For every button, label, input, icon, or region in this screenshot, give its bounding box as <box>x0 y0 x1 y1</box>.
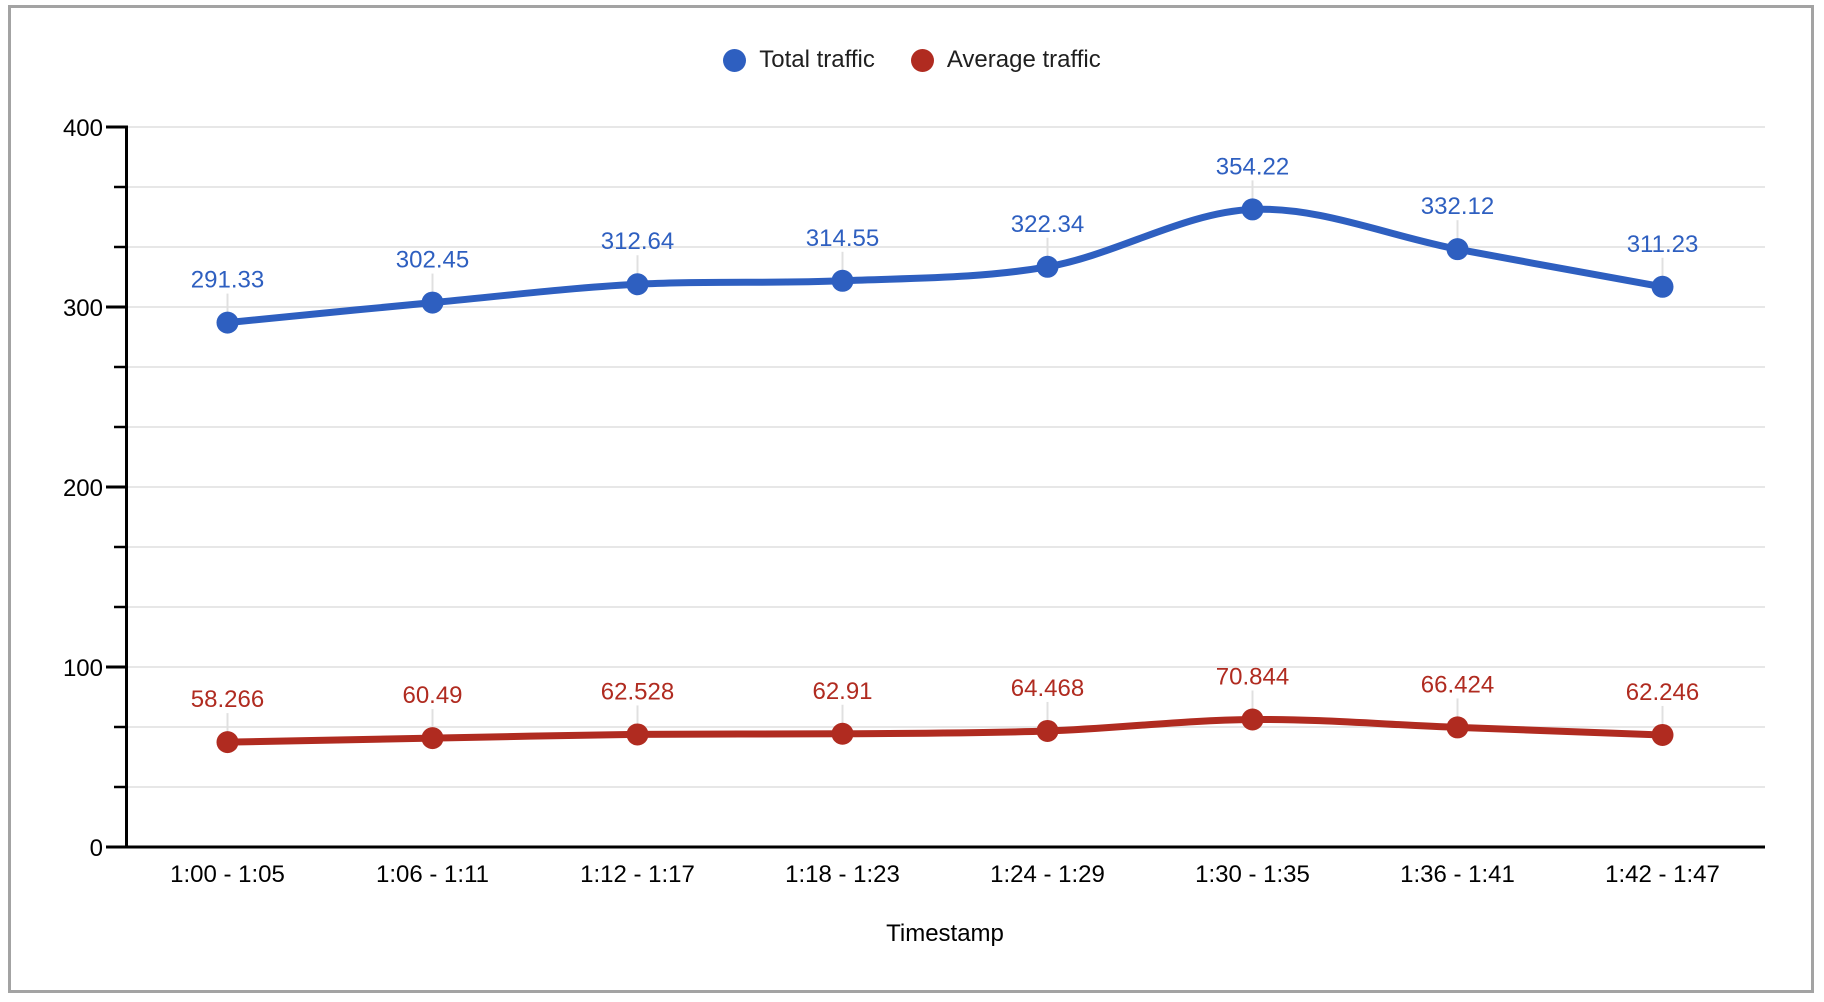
data-point-average-traffic[interactable] <box>421 727 444 750</box>
data-label-total-traffic: 311.23 <box>1627 231 1699 258</box>
legend-item-total-traffic[interactable]: Total traffic <box>723 48 875 72</box>
data-point-average-traffic[interactable] <box>831 722 854 745</box>
data-point-average-traffic[interactable] <box>626 723 649 746</box>
data-point-total-traffic[interactable] <box>1036 255 1059 278</box>
series-line-average-traffic <box>224 715 1666 746</box>
data-point-total-traffic[interactable] <box>1651 275 1674 298</box>
legend-marker-total-traffic <box>723 48 747 72</box>
y-axis-tick-label: 100 <box>63 655 103 682</box>
data-label-average-traffic: 58.266 <box>191 686 264 713</box>
y-axis-tick-label: 400 <box>63 115 103 142</box>
data-point-average-traffic[interactable] <box>1446 716 1469 739</box>
data-point-average-traffic[interactable] <box>1036 719 1059 742</box>
x-axis-tick-label: 1:18 - 1:23 <box>785 861 900 888</box>
data-label-average-traffic: 64.468 <box>1011 675 1084 702</box>
data-label-average-traffic: 60.49 <box>402 682 462 709</box>
data-label-total-traffic: 302.45 <box>396 247 469 274</box>
data-point-average-traffic[interactable] <box>1241 708 1264 731</box>
x-axis-tick-label: 1:42 - 1:47 <box>1605 861 1720 888</box>
x-axis-title: Timestamp <box>886 920 1004 947</box>
data-label-total-traffic: 354.22 <box>1216 153 1289 180</box>
x-axis-tick-label: 1:36 - 1:41 <box>1400 861 1515 888</box>
legend-marker-average-traffic <box>910 48 934 72</box>
data-point-total-traffic[interactable] <box>1241 198 1264 221</box>
x-axis-tick-label: 1:06 - 1:11 <box>376 861 489 888</box>
data-label-average-traffic: 70.844 <box>1216 663 1289 690</box>
data-label-total-traffic: 312.64 <box>601 228 674 255</box>
data-label-average-traffic: 62.528 <box>601 678 674 705</box>
data-label-average-traffic: 62.246 <box>1626 679 1699 706</box>
data-point-total-traffic[interactable] <box>216 311 239 334</box>
x-axis-tick-label: 1:00 - 1:05 <box>170 861 285 888</box>
legend-label-average-traffic: Average traffic <box>946 46 1101 73</box>
data-label-total-traffic: 314.55 <box>806 225 879 252</box>
data-label-total-traffic: 322.34 <box>1011 211 1084 238</box>
y-axis-tick-label: 300 <box>63 295 103 322</box>
data-label-average-traffic: 62.91 <box>812 678 872 705</box>
y-axis-tick-label: 200 <box>63 475 103 502</box>
x-axis-tick-label: 1:30 - 1:35 <box>1195 861 1310 888</box>
legend-label-total-traffic: Total traffic <box>759 46 875 73</box>
data-label-average-traffic: 66.424 <box>1421 671 1494 698</box>
legend-item-average-traffic[interactable]: Average traffic <box>910 46 1101 73</box>
x-axis-tick-label: 1:12 - 1:17 <box>580 861 695 888</box>
data-label-total-traffic: 291.33 <box>191 267 264 294</box>
x-axis-tick-label: 1:24 - 1:29 <box>990 861 1105 888</box>
data-point-total-traffic[interactable] <box>831 269 854 292</box>
y-axis-tick-label: 0 <box>90 835 103 862</box>
chart-frame <box>8 5 1814 993</box>
data-point-average-traffic[interactable] <box>216 731 239 754</box>
series-line-total-traffic <box>224 205 1666 327</box>
data-point-total-traffic[interactable] <box>626 273 649 296</box>
data-label-total-traffic: 332.12 <box>1421 193 1494 220</box>
data-point-average-traffic[interactable] <box>1651 723 1674 746</box>
data-point-total-traffic[interactable] <box>421 291 444 314</box>
legend: Total traffic Average traffic <box>0 48 1824 72</box>
data-point-total-traffic[interactable] <box>1446 238 1469 261</box>
